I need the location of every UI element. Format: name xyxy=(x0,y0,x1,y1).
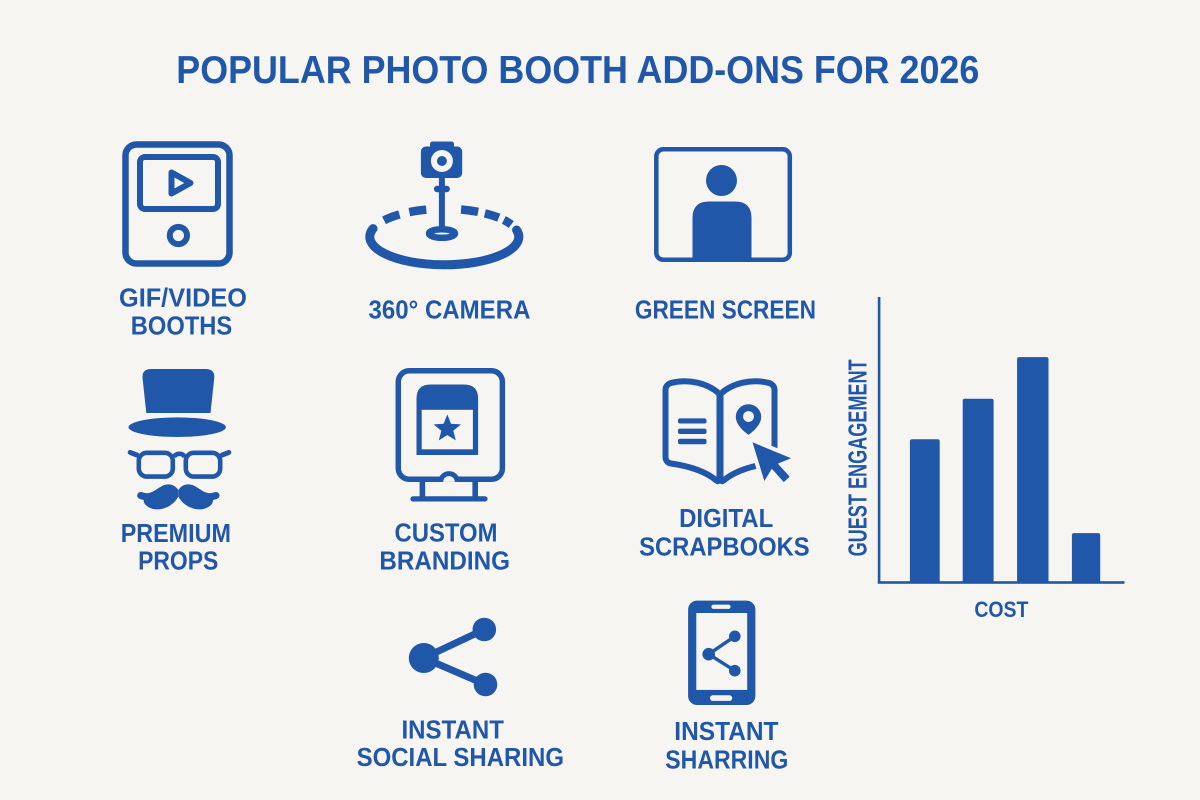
svg-text:PREMIUM: PREMIUM xyxy=(121,520,231,548)
svg-text:BRANDING: BRANDING xyxy=(379,547,510,575)
svg-text:GIF/VIDEO: GIF/VIDEO xyxy=(119,285,247,313)
svg-text:CUSTOM: CUSTOM xyxy=(394,519,497,547)
svg-text:360° CAMERA: 360° CAMERA xyxy=(369,297,531,325)
svg-text:SCRAPBOOKS: SCRAPBOOKS xyxy=(639,534,810,562)
svg-text:INSTANT: INSTANT xyxy=(674,718,779,746)
svg-text:GREEN SCREEN: GREEN SCREEN xyxy=(635,297,816,325)
svg-text:COST: COST xyxy=(974,597,1029,622)
svg-text:DIGITAL: DIGITAL xyxy=(679,505,773,533)
svg-text:BOOTHS: BOOTHS xyxy=(131,312,232,340)
svg-text:INSTANT: INSTANT xyxy=(402,717,505,745)
svg-text:PROPS: PROPS xyxy=(138,547,218,575)
svg-text:GUEST ENGAGEMENT: GUEST ENGAGEMENT xyxy=(845,359,873,556)
svg-text:SOCIAL SHARING: SOCIAL SHARING xyxy=(357,744,564,772)
svg-text:SHARRING: SHARRING xyxy=(665,746,788,774)
svg-text:POPULAR PHOTO BOOTH ADD-ONS FO: POPULAR PHOTO BOOTH ADD-ONS FOR 2026 xyxy=(176,49,979,92)
